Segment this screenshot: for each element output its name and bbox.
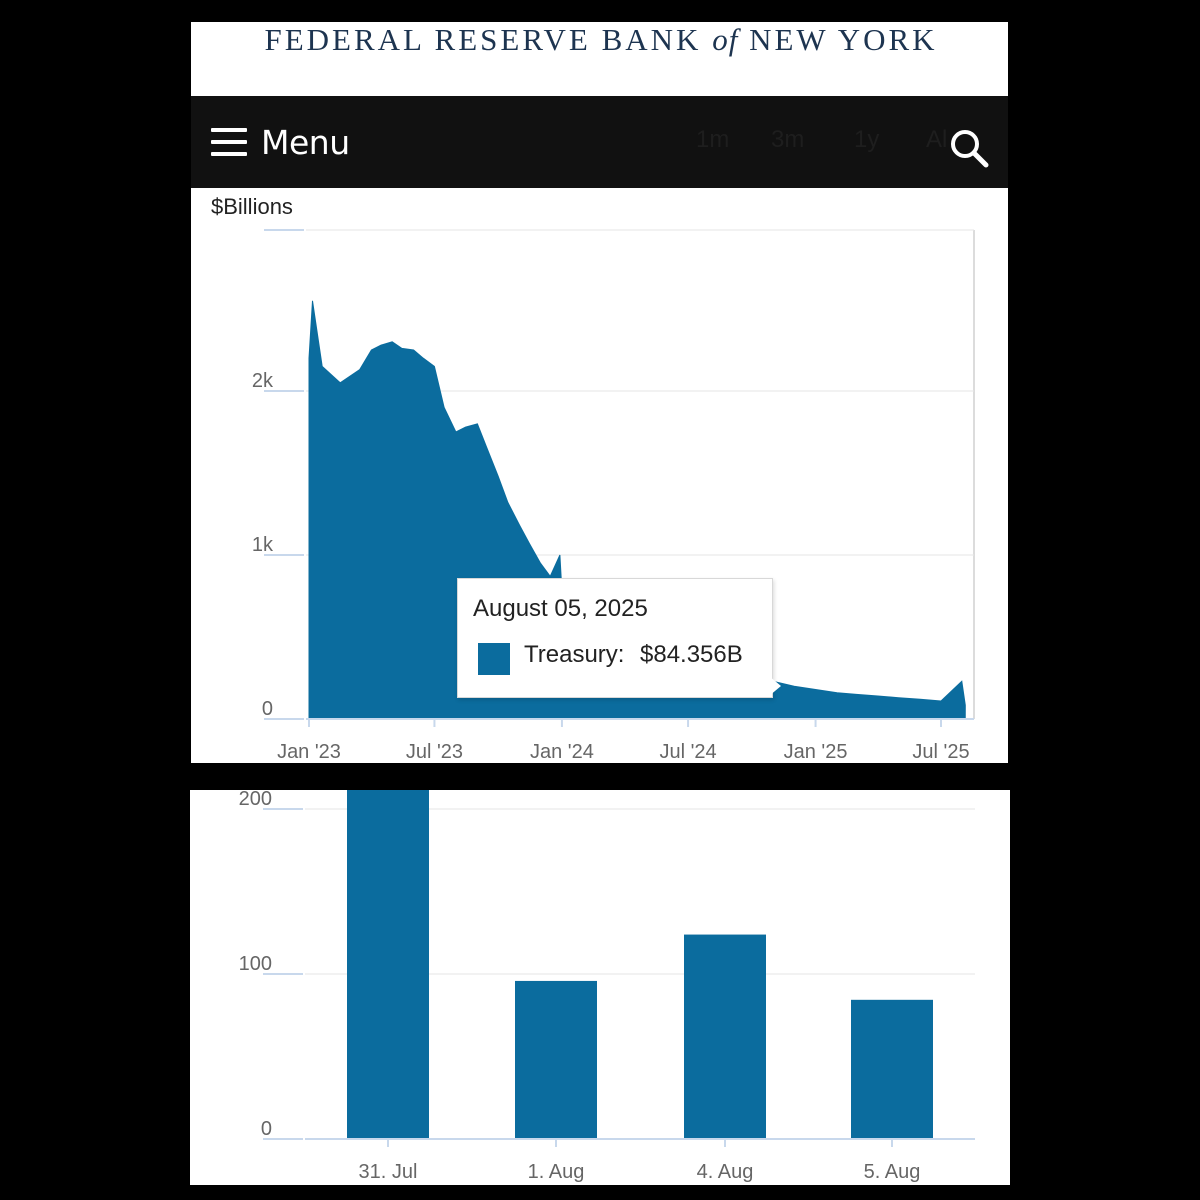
bar-4-aug [684, 934, 766, 1139]
tooltip-pointer [769, 676, 781, 696]
y-tick-label: 0 [261, 1118, 272, 1140]
range-button-1m[interactable]: 1m [696, 126, 730, 153]
tooltip-date: August 05, 2025 [473, 595, 648, 622]
brand-logo-text[interactable]: FEDERAL RESERVE BANK of NEW YORK [211, 22, 991, 58]
bar-5-aug [851, 999, 933, 1139]
hamburger-icon [211, 128, 247, 156]
tooltip-value: $84.356B [640, 641, 743, 668]
x-tick-label: Jan '25 [784, 741, 848, 763]
x-tick-label: Jul '24 [659, 741, 716, 763]
y-tick-label: 100 [239, 953, 272, 975]
menu-button[interactable]: Menu [211, 122, 350, 162]
x-tick-label: Jan '23 [277, 741, 341, 763]
tooltip-series-swatch [478, 643, 510, 675]
x-tick-label: Jul '25 [912, 741, 969, 763]
search-icon[interactable] [949, 128, 989, 168]
menu-label: Menu [261, 122, 350, 162]
x-tick-label: Jan '24 [530, 741, 594, 763]
y-tick-label: 1k [252, 534, 274, 556]
x-tick-label: 4. Aug [697, 1161, 754, 1183]
treasury-bar-chart: 0 100 200 31. Jul 1. Aug 4. Aug 5. Aug [239, 790, 975, 1183]
x-tick-label: 1. Aug [528, 1161, 585, 1183]
brand-of: of [712, 22, 739, 57]
bar-31-jul [347, 790, 429, 1139]
brand-prefix: FEDERAL RESERVE BANK [264, 22, 702, 57]
tooltip-series-name: Treasury: [524, 641, 625, 668]
x-tick-label: Jul '23 [406, 741, 463, 763]
brand-suffix: NEW YORK [749, 22, 938, 57]
y-axis-unit-label: $Billions [211, 194, 293, 219]
x-tick-label: 5. Aug [864, 1161, 921, 1183]
x-tick-label: 31. Jul [359, 1161, 418, 1183]
y-tick-label: 200 [239, 790, 272, 810]
y-tick-label: 2k [252, 370, 274, 392]
nav-bar: Menu 1m 3m 1y All [191, 96, 1008, 188]
bar-1-aug [515, 980, 597, 1139]
brand-header: FEDERAL RESERVE BANK of NEW YORK [191, 22, 1008, 96]
chart-tooltip: August 05, 2025 Treasury: $84.356B [457, 578, 773, 698]
range-button-3m[interactable]: 3m [771, 126, 805, 153]
range-button-all[interactable]: All [926, 126, 946, 153]
chart-panel-bottom: 0 100 200 31. Jul 1. Aug 4. Aug 5. Aug [190, 790, 1010, 1185]
y-tick-label: 0 [262, 698, 273, 720]
range-button-1y[interactable]: 1y [854, 126, 880, 153]
